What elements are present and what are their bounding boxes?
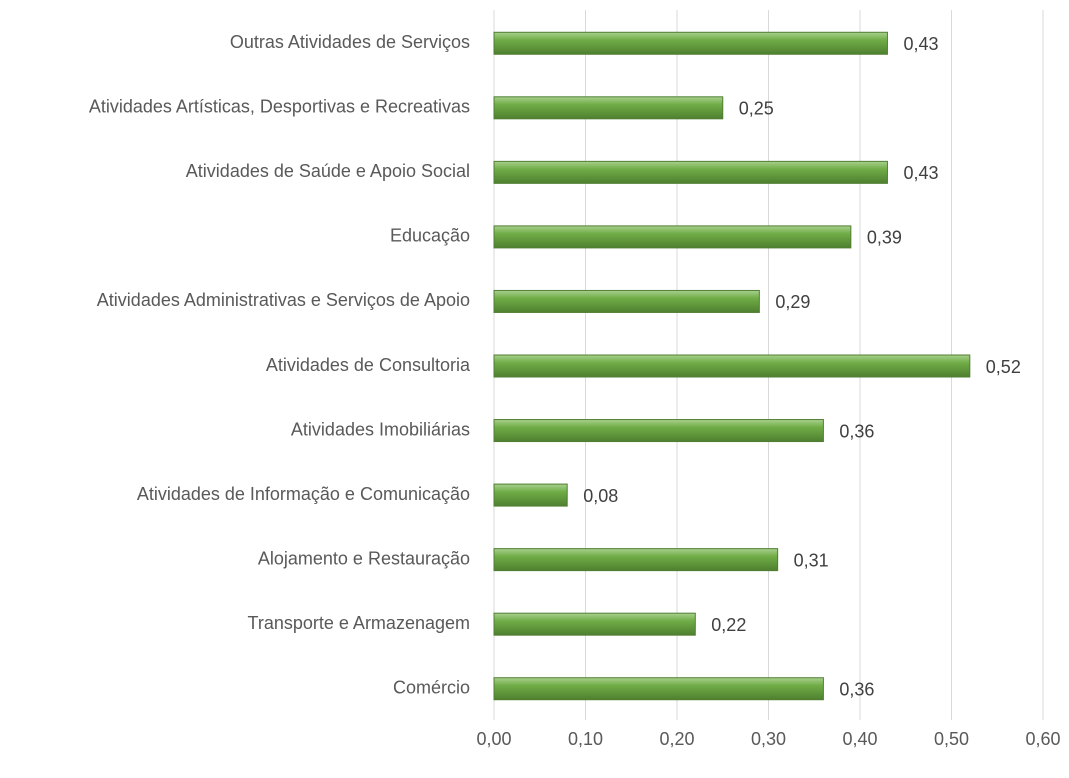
y-tick-label: Educação xyxy=(390,226,470,246)
bar xyxy=(493,96,724,120)
y-tick-label: Atividades de Informação e Comunicação xyxy=(137,484,470,504)
x-tick-label: 0,00 xyxy=(476,729,511,749)
data-label: 0,43 xyxy=(903,34,938,54)
bar xyxy=(493,483,568,507)
x-tick-label: 0,60 xyxy=(1025,729,1060,749)
data-label: 0,22 xyxy=(711,615,746,635)
y-tick-label: Outras Atividades de Serviços xyxy=(230,32,470,52)
x-tick-label: 0,10 xyxy=(568,729,603,749)
data-label: 0,36 xyxy=(839,679,874,699)
bar xyxy=(493,160,888,184)
bar xyxy=(493,677,824,701)
y-tick-label: Atividades Artísticas, Desportivas e Rec… xyxy=(89,97,470,117)
bar xyxy=(493,31,888,55)
bar xyxy=(493,612,696,636)
x-tick-label: 0,20 xyxy=(659,729,694,749)
y-tick-label: Transporte e Armazenagem xyxy=(248,613,470,633)
x-tick-label: 0,50 xyxy=(934,729,969,749)
data-label: 0,36 xyxy=(839,421,874,441)
bar xyxy=(493,354,971,378)
y-tick-label: Comércio xyxy=(393,677,470,697)
data-label: 0,52 xyxy=(986,357,1021,377)
bar xyxy=(493,289,760,313)
data-label: 0,31 xyxy=(794,550,829,570)
data-label: 0,25 xyxy=(739,99,774,119)
data-label: 0,39 xyxy=(867,228,902,248)
data-label: 0,29 xyxy=(775,292,810,312)
x-tick-label: 0,30 xyxy=(751,729,786,749)
data-label: 0,08 xyxy=(583,486,618,506)
y-tick-label: Atividades Imobiliárias xyxy=(291,419,470,439)
bar xyxy=(493,419,824,443)
bar xyxy=(493,225,852,249)
y-tick-label: Atividades Administrativas e Serviços de… xyxy=(97,290,470,310)
y-tick-label: Atividades de Saúde e Apoio Social xyxy=(186,161,470,181)
data-label: 0,43 xyxy=(903,163,938,183)
y-tick-label: Alojamento e Restauração xyxy=(258,548,470,568)
x-tick-label: 0,40 xyxy=(842,729,877,749)
bar xyxy=(493,548,779,572)
y-tick-label: Atividades de Consultoria xyxy=(266,355,471,375)
